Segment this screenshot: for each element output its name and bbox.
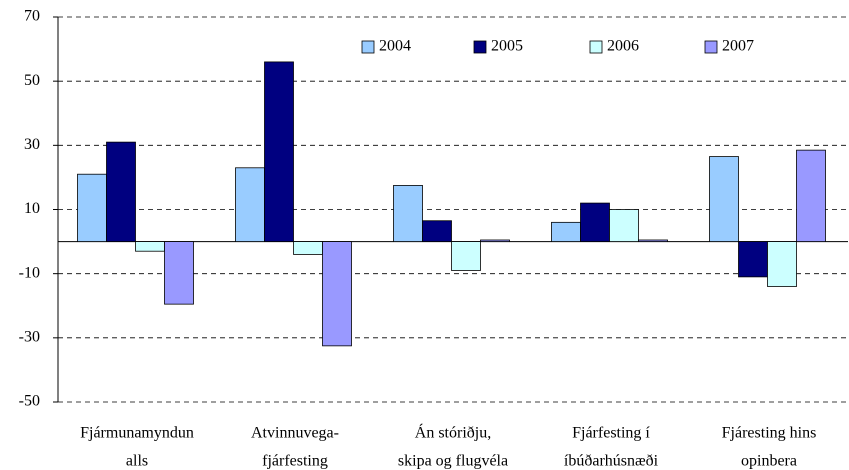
y-tick-label: -30: [19, 329, 40, 346]
bar: [293, 241, 323, 255]
x-tick-label: alls: [126, 453, 148, 470]
bar: [638, 239, 668, 242]
bar: [551, 221, 581, 242]
bar: [767, 241, 797, 287]
legend-label: 2007: [722, 38, 754, 55]
legend-swatch: [473, 40, 487, 54]
y-tick-label: 50: [24, 72, 40, 89]
x-tick-label: íbúðarhúsnæði: [564, 453, 659, 470]
x-tick-label: Fjárfesting í: [572, 425, 650, 442]
bar: [235, 167, 265, 242]
bar: [393, 185, 423, 242]
legend-label: 2005: [491, 38, 523, 55]
bar: [164, 241, 194, 305]
x-tick-label: Án stóriðju,: [415, 423, 491, 442]
y-tick-label: 70: [24, 8, 40, 25]
y-tick-label: -10: [19, 264, 40, 281]
bar: [264, 61, 294, 242]
bar: [709, 156, 739, 242]
bar: [738, 241, 768, 278]
legend-label: 2006: [607, 38, 639, 55]
legend-swatch: [589, 40, 603, 54]
bar: [796, 149, 826, 242]
y-tick-label: 30: [24, 136, 40, 153]
x-tick-label: skipa og flugvéla: [398, 453, 508, 470]
legend-swatch: [361, 40, 375, 54]
legend-label: 2004: [379, 38, 411, 55]
bar: [106, 141, 136, 242]
bar: [451, 241, 481, 271]
x-tick-label: opinbera: [741, 453, 797, 470]
bar: [580, 202, 610, 242]
x-tick-label: fjárfesting: [262, 453, 328, 470]
bar: [77, 173, 107, 242]
bar: [422, 220, 452, 242]
x-tick-label: Fjáresting hins: [722, 425, 817, 442]
bar: [135, 241, 165, 252]
x-tick-label: Atvinnuvega-: [251, 425, 339, 442]
bar: [322, 241, 352, 347]
legend-swatch: [704, 40, 718, 54]
y-tick-label: -50: [19, 393, 40, 410]
bar: [609, 209, 639, 242]
x-tick-label: Fjármunamyndun: [80, 425, 194, 442]
bar: [480, 239, 510, 242]
y-tick-label: 10: [24, 200, 40, 217]
